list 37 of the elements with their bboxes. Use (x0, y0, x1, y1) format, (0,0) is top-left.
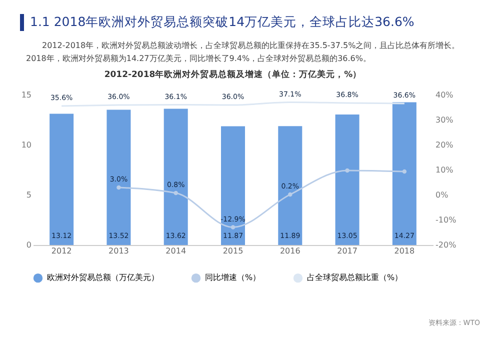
y-tick-label: 5 (26, 190, 32, 200)
y-tick-label: 15 (21, 90, 32, 100)
point (345, 168, 350, 173)
y2-tick-label: 40% (436, 90, 454, 100)
chart-title: 1.1 2018年欧洲对外贸易总额突破14万亿美元，全球占比达36.6% (20, 14, 500, 31)
text: 2012-2018年，欧洲对外贸易总额波动增长，占全球贸易总额的比重保持在35.5-37.5%之间，且占比总体有所增长。2018年，欧洲对外贸易额为14.27万亿美元，同比增长了9.4%，占全球对外贸易总额的36.6%。 (26, 40, 461, 65)
point (230, 225, 236, 230)
legend-label: 占全球贸易总额比重（%） (307, 273, 403, 282)
y2-tick-label: -20% (436, 240, 457, 250)
bar (278, 126, 302, 245)
y2-tick-label: 30% (436, 116, 454, 124)
bar (335, 114, 360, 245)
y2-tick-label: 0% (436, 190, 449, 200)
bar (106, 110, 131, 245)
x-tick-label: 2016 (280, 246, 300, 256)
point (402, 169, 407, 174)
legend-label: 同比增速（%） (205, 273, 261, 282)
x-tick-label: 2018 (394, 246, 415, 256)
x-tick-label: 2015 (222, 246, 244, 256)
bar (221, 126, 245, 245)
point (288, 192, 292, 197)
bar (164, 108, 188, 245)
point (116, 185, 121, 190)
x-tick-label: 2012 (51, 246, 72, 256)
y2-tick-label: -10% (436, 216, 457, 224)
legend-label: 欧洲对外贸易总额（万亿美元） (47, 273, 159, 282)
y2-tick-label: 20% (436, 140, 454, 150)
y2-tick-label: 10% (436, 166, 454, 174)
x-tick-label: 2013 (108, 246, 129, 256)
y-tick-label: 0 (26, 240, 32, 250)
x-tick-label: 2014 (166, 246, 186, 256)
bar (50, 114, 74, 245)
chart-subtitle: 2012-2018年欧洲对外贸易总额及增速（单位：万亿美元，%） (104, 68, 362, 80)
x-tick-label: 2017 (337, 246, 358, 256)
point (174, 190, 178, 196)
y-tick-label: 10 (21, 140, 32, 150)
bar (392, 102, 416, 245)
